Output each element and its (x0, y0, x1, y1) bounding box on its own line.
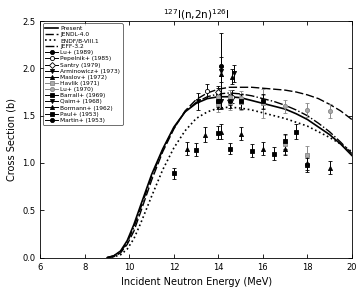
Title: $^{127}$I(n,2n)$^{126}$I: $^{127}$I(n,2n)$^{126}$I (163, 7, 230, 22)
Legend: Present, JENDL-4.0, ENDF/B-VIII.1, JEFF-3.2, Lu+ (1989), Pepelnik+ (1985), Santr: Present, JENDL-4.0, ENDF/B-VIII.1, JEFF-… (43, 23, 123, 125)
Y-axis label: Cross Section (b): Cross Section (b) (7, 98, 17, 181)
X-axis label: Incident Neutron Energy (MeV): Incident Neutron Energy (MeV) (120, 277, 272, 287)
